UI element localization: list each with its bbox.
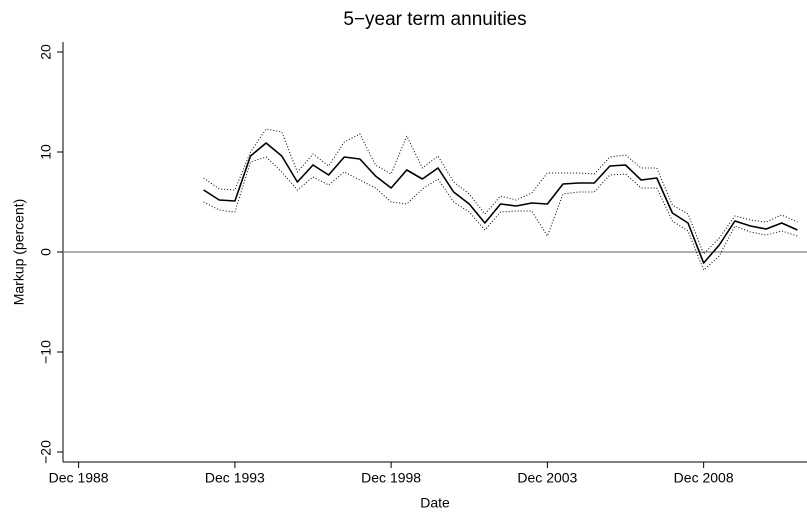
y-tick-label: 10 [38, 144, 54, 160]
x-tick-label: Dec 2008 [674, 470, 734, 486]
x-axis-label: Date [420, 495, 450, 511]
x-tick-label: Dec 1998 [361, 470, 421, 486]
x-tick-label: Dec 1988 [49, 470, 109, 486]
y-tick-label: −20 [38, 440, 54, 464]
chart-title: 5−year term annuities [343, 9, 526, 30]
series-line [203, 142, 798, 264]
y-axis-label: Markup (percent) [11, 199, 27, 306]
series-line [203, 128, 798, 255]
x-tick-label: Dec 2003 [517, 470, 577, 486]
y-tick-label: −10 [38, 340, 54, 364]
y-tick-label: 20 [38, 44, 54, 60]
series-line [203, 156, 798, 271]
y-tick-label: 0 [38, 248, 54, 256]
x-tick-label: Dec 1993 [205, 470, 265, 486]
